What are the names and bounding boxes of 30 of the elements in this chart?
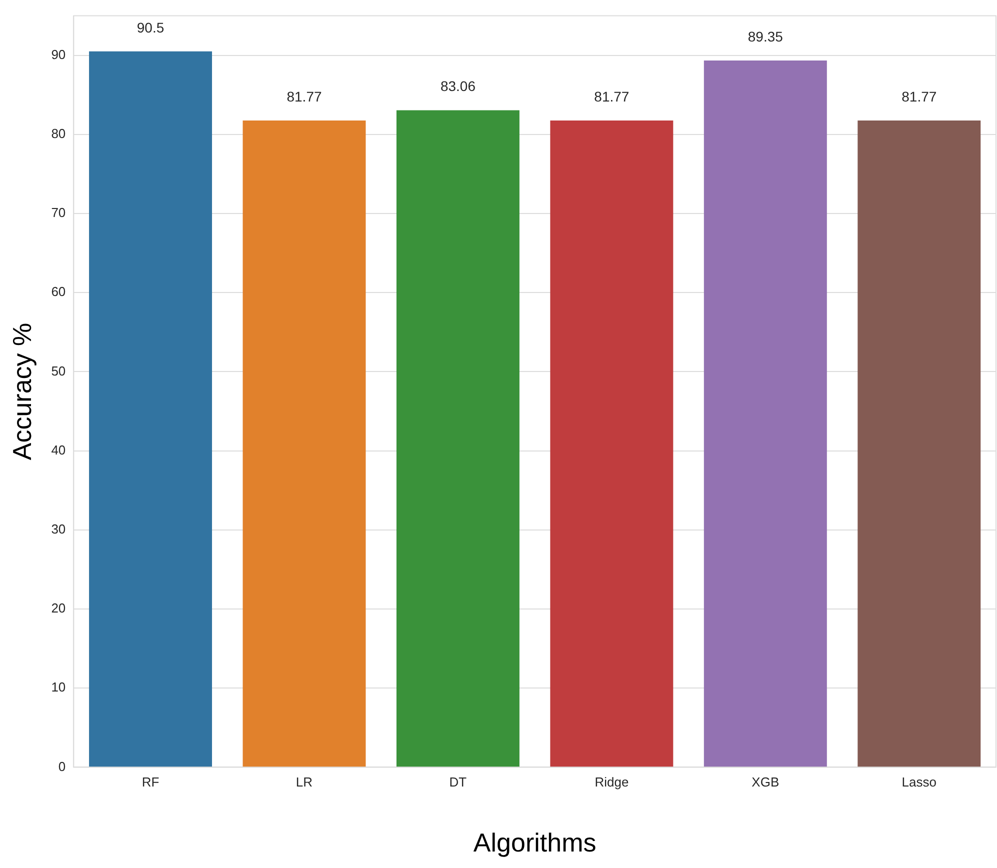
y-tick-label: 10 — [51, 680, 66, 695]
y-axis-title: Accuracy % — [6, 322, 37, 460]
x-axis-title: Algorithms — [473, 828, 596, 858]
x-tick-label: XGB — [752, 774, 780, 790]
x-tick-label: RF — [142, 774, 160, 790]
bar — [396, 110, 520, 767]
y-tick-label: 70 — [51, 205, 66, 220]
x-tick-label: Ridge — [594, 774, 629, 790]
data-label: 83.06 — [440, 78, 476, 94]
data-label: 90.5 — [136, 19, 164, 36]
y-tick-label: 50 — [51, 363, 66, 378]
data-label: 81.77 — [286, 88, 322, 104]
y-tick-label: 80 — [51, 126, 66, 142]
bar — [858, 120, 981, 767]
y-tick-label: 30 — [51, 521, 66, 536]
bar — [242, 120, 366, 767]
x-tick-label: LR — [296, 774, 313, 790]
data-label: 89.35 — [748, 28, 784, 44]
x-tick-label: DT — [449, 774, 467, 790]
bar — [550, 120, 674, 767]
y-tick-label: 0 — [58, 758, 66, 774]
data-label: 81.77 — [594, 88, 630, 104]
bar — [704, 60, 827, 767]
y-tick-label: 90 — [51, 46, 66, 62]
y-tick-label: 20 — [51, 600, 66, 616]
x-tick-label: Lasso — [902, 774, 936, 790]
bar — [89, 51, 212, 767]
y-tick-label: 60 — [51, 284, 66, 300]
data-label: 81.77 — [902, 88, 937, 104]
y-tick-label: 40 — [51, 442, 66, 458]
